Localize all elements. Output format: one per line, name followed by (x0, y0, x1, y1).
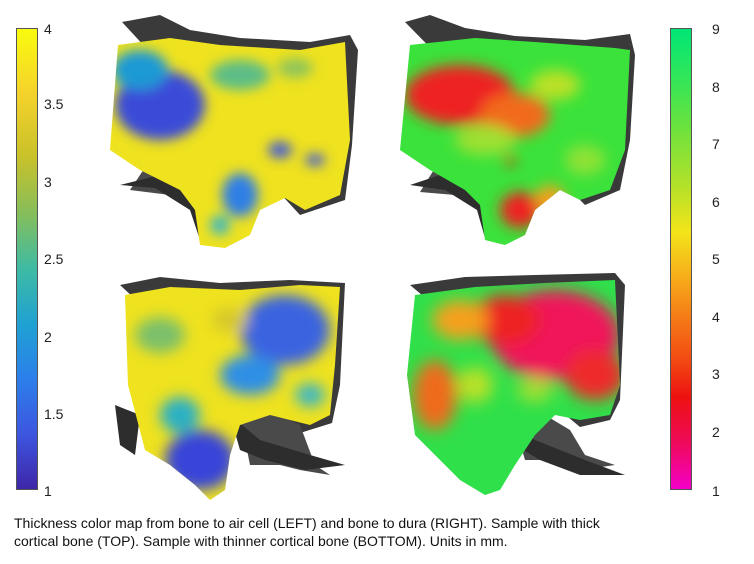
right-tick-8: 8 (712, 79, 720, 95)
left-tick-2-5: 2.5 (44, 251, 64, 267)
right-tick-9: 9 (712, 21, 720, 37)
left-tick-3-5: 3.5 (44, 96, 64, 112)
left-colorbar (16, 28, 38, 490)
right-tick-7: 7 (712, 136, 720, 152)
right-tick-3: 3 (712, 366, 720, 382)
left-tick-1-5: 1.5 (44, 406, 64, 422)
right-tick-4: 4 (712, 309, 720, 325)
top-left-thickness-map (110, 15, 358, 248)
right-tick-1: 1 (712, 483, 720, 499)
caption-line-2: cortical bone (TOP). Sample with thinner… (14, 533, 508, 549)
left-tick-3: 3 (44, 174, 52, 190)
right-tick-2: 2 (712, 424, 720, 440)
left-tick-4: 4 (44, 21, 52, 37)
figure-caption: Thickness color map from bone to air cel… (14, 514, 744, 550)
left-tick-1: 1 (44, 483, 52, 499)
right-colorbar (670, 28, 692, 490)
caption-line-1: Thickness color map from bone to air cel… (14, 515, 600, 531)
top-right-thickness-map (400, 15, 635, 245)
bottom-right-thickness-map (407, 273, 625, 495)
bottom-left-thickness-map (115, 277, 345, 500)
left-tick-2: 2 (44, 329, 52, 345)
right-tick-6: 6 (712, 194, 720, 210)
right-tick-5: 5 (712, 251, 720, 267)
